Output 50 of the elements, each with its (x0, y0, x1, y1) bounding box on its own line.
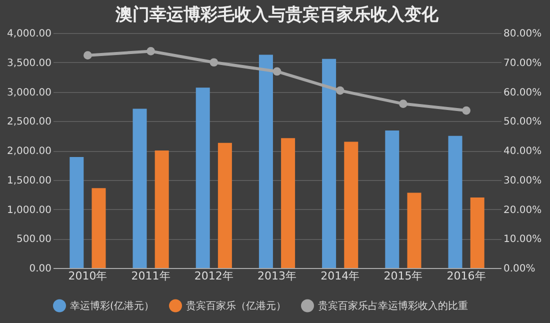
chart-title: 澳门幸运博彩毛收入与贵宾百家乐收入变化 (114, 5, 440, 25)
x-tick-label: 2015年 (384, 270, 423, 282)
y-tick-label: 3,500.00 (6, 58, 52, 69)
bar (154, 150, 169, 268)
point (399, 100, 408, 108)
bar (70, 156, 84, 268)
point (210, 58, 218, 67)
y2-tick-label: 20.00% (504, 204, 542, 216)
y-tick-label: 4,000.00 (6, 28, 52, 40)
x-tick-label: 2013年 (258, 270, 296, 282)
y2-tick-label: 40.00% (504, 146, 542, 157)
y2-tick-label: 50.00% (504, 116, 542, 128)
point (84, 51, 92, 60)
legend-label: 贵宾百家乐占幸运博彩收入的比重 (318, 300, 468, 312)
bar (385, 130, 400, 268)
x-tick-label: 2011年 (131, 270, 170, 282)
bar (322, 58, 336, 268)
y-tick-label: 1,500.00 (6, 175, 52, 186)
y2-tick-label: 70.00% (504, 58, 542, 69)
bar (344, 142, 358, 268)
point (336, 86, 344, 95)
bar (470, 198, 484, 268)
y2-tick-label: 10.00% (504, 234, 542, 246)
x-tick-label: 2014年 (320, 270, 360, 282)
y2-tick-label: 30.00% (504, 175, 542, 186)
bar (218, 142, 232, 268)
y-tick-label: 2,000.00 (6, 146, 52, 157)
y2-tick-label: 60.00% (504, 87, 542, 98)
point (146, 47, 155, 56)
y-tick-label: 0.00 (29, 264, 52, 274)
y-tick-label: 3,000.00 (6, 87, 52, 98)
bar (281, 138, 296, 268)
bar (258, 54, 273, 268)
point (462, 106, 470, 115)
bar (448, 136, 462, 268)
x-tick-label: 2016年 (446, 270, 486, 282)
bar (92, 188, 106, 268)
bar (132, 108, 147, 268)
y-tick-label: 2,500.00 (6, 116, 52, 128)
bar (196, 88, 210, 268)
y-tick-label: 500.00 (16, 234, 52, 246)
bar (407, 192, 422, 268)
x-tick-label: 2012年 (194, 270, 234, 282)
y-tick-label: 1,000.00 (6, 204, 52, 216)
point (272, 67, 282, 76)
y2-tick-label: 80.00% (504, 28, 542, 40)
legend-label: 幸运博彩(亿港元） (70, 300, 154, 312)
y2-tick-label: 0.00% (504, 264, 536, 274)
legend-label: 贵宾百家乐（亿港元） (186, 300, 286, 312)
x-tick-label: 2010年 (68, 270, 108, 282)
